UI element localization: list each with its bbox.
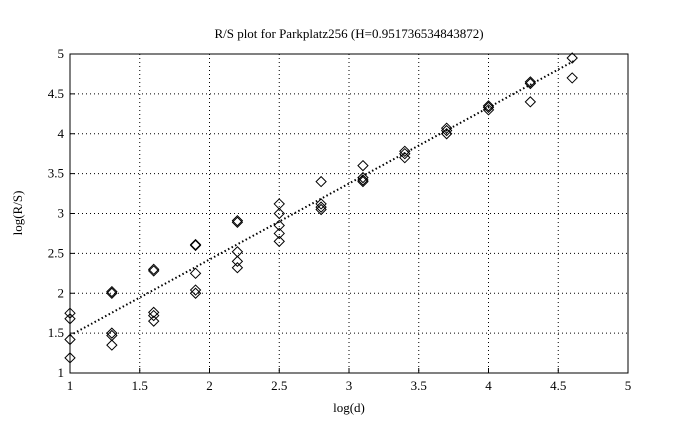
- data-point: [147, 263, 160, 276]
- y-tick-label: 3.5: [48, 166, 64, 181]
- chart-title: R/S plot for Parkplatz256 (H=0.951736534…: [214, 26, 483, 41]
- data-point: [482, 104, 495, 116]
- data-point: [64, 313, 76, 325]
- data-point: [399, 145, 411, 158]
- data-point: [524, 96, 537, 108]
- data-point: [147, 309, 160, 322]
- data-point: [106, 327, 118, 339]
- y-tick-label: 1.5: [48, 325, 64, 340]
- data-point: [273, 219, 285, 232]
- x-tick-label: 4: [485, 378, 492, 393]
- data-point: [273, 227, 285, 240]
- data-point: [147, 306, 160, 319]
- data-point: [440, 122, 453, 134]
- data-point: [106, 285, 118, 298]
- data-point: [357, 174, 369, 186]
- data-point: [106, 287, 118, 299]
- y-tick-label: 1: [58, 365, 65, 380]
- data-point: [64, 307, 76, 319]
- data-point: [315, 198, 327, 210]
- y-tick-label: 4: [58, 126, 65, 141]
- data-point: [106, 339, 118, 351]
- data-point: [189, 287, 202, 299]
- data-point: [315, 201, 327, 213]
- x-tick-label: 2: [206, 378, 213, 393]
- x-tick-label: 1.5: [132, 378, 148, 393]
- plot-frame: [69, 53, 629, 374]
- data-point: [189, 284, 202, 296]
- x-tick-label: 2.5: [271, 378, 287, 393]
- x-tick-label: 3.5: [411, 378, 427, 393]
- data-point: [524, 76, 537, 88]
- data-point: [566, 52, 578, 64]
- data-point: [273, 198, 285, 210]
- x-tick-label: 4.5: [550, 378, 566, 393]
- data-point: [231, 246, 244, 258]
- data-point: [64, 333, 76, 346]
- x-tick-label: 1: [67, 378, 74, 393]
- data-point: [315, 175, 327, 188]
- y-axis-label: log(R/S): [10, 191, 25, 236]
- data-point: [231, 214, 244, 227]
- data-point: [147, 265, 160, 277]
- data-point: [231, 262, 244, 274]
- data-point: [64, 352, 76, 364]
- y-tick-label: 2: [58, 285, 65, 300]
- y-tick-label: 2.5: [48, 245, 64, 260]
- data-point: [357, 159, 369, 172]
- y-tick-label: 5: [58, 46, 65, 61]
- data-point: [189, 238, 202, 251]
- data-point: [273, 235, 285, 248]
- data-point: [231, 216, 244, 228]
- data-point: [189, 239, 202, 252]
- data-point: [147, 315, 160, 327]
- fit-line: [69, 59, 576, 337]
- x-tick-label: 3: [346, 378, 353, 393]
- data-point: [482, 100, 495, 112]
- data-point: [273, 207, 285, 220]
- data-point: [357, 171, 369, 184]
- data-point: [315, 203, 327, 216]
- x-axis-label: log(d): [333, 400, 365, 415]
- y-tick-label: 3: [58, 206, 65, 221]
- data-point: [189, 267, 202, 280]
- x-tick-label: 5: [625, 378, 632, 393]
- data-point: [566, 72, 578, 84]
- y-tick-label: 4.5: [48, 86, 64, 101]
- data-point: [231, 255, 244, 268]
- data-point: [357, 175, 369, 188]
